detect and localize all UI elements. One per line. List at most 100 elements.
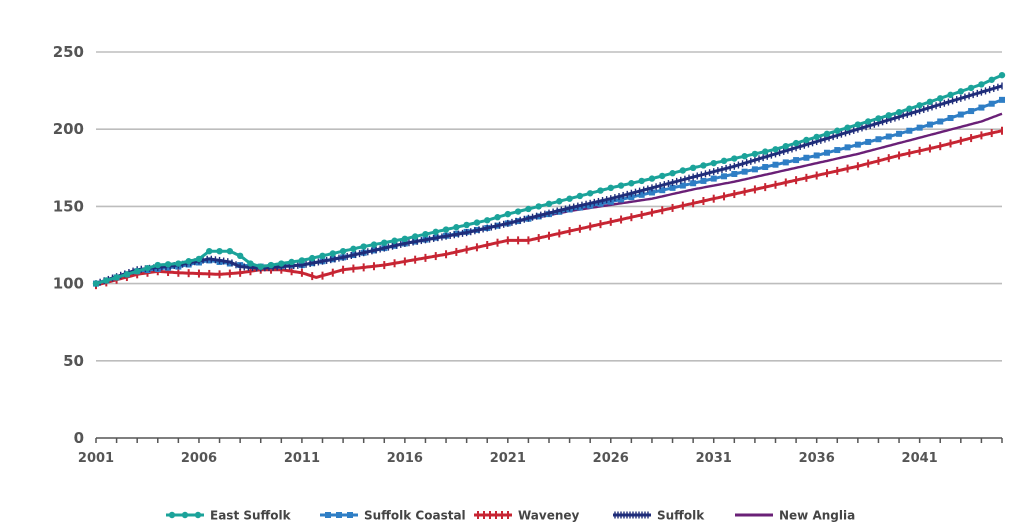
data-point (710, 175, 717, 182)
data-point (628, 180, 635, 187)
data-point (164, 261, 172, 268)
y-axis-labels: 0 50 100 150 200 250 (53, 43, 84, 447)
data-point (689, 164, 697, 171)
data-point (844, 144, 851, 151)
data-point (844, 124, 851, 131)
data-point (92, 280, 100, 287)
data-point (957, 111, 964, 118)
data-point (597, 200, 604, 207)
data-point (823, 149, 830, 156)
data-point (803, 154, 810, 161)
x-tick-label: 2026 (593, 451, 629, 466)
data-point (432, 228, 439, 236)
data-point (679, 167, 687, 174)
x-tick-label: 2011 (284, 451, 320, 466)
x-tick-label: 2006 (181, 451, 217, 466)
data-point (720, 157, 728, 165)
data-point (875, 115, 882, 122)
data-point (906, 127, 913, 134)
series-lines (92, 71, 1006, 290)
data-point (947, 91, 954, 99)
data-point (329, 250, 336, 257)
data-point (669, 170, 676, 177)
data-point (885, 133, 892, 140)
data-point (834, 127, 841, 134)
data-point (144, 264, 151, 272)
data-point (988, 76, 995, 83)
y-tick-label: 150 (53, 197, 84, 215)
data-point (206, 247, 213, 255)
data-point (731, 155, 738, 162)
data-point (813, 133, 820, 141)
data-point (659, 187, 666, 194)
data-point (782, 159, 789, 166)
data-point (957, 88, 965, 95)
data-point (123, 271, 131, 278)
data-point (937, 118, 944, 125)
data-point (504, 210, 512, 218)
data-point (113, 274, 120, 281)
data-point (648, 175, 656, 182)
data-point (854, 141, 861, 148)
data-point (916, 124, 923, 131)
data-point (206, 257, 213, 264)
y-tick-label: 200 (53, 120, 84, 138)
data-point (339, 247, 347, 255)
data-point (484, 217, 491, 224)
series-line (95, 84, 1003, 286)
x-tick-label: 2036 (799, 451, 835, 466)
legend: East Suffolk Suffolk Coastal Waveney Suffol… (166, 509, 855, 523)
data-point (793, 157, 800, 164)
data-point (288, 258, 295, 266)
data-point (772, 161, 779, 168)
data-point (350, 245, 357, 253)
data-point (648, 189, 655, 196)
data-point (566, 195, 573, 202)
data-point (864, 118, 872, 125)
data-point (916, 102, 923, 109)
data-point (875, 136, 882, 143)
data-point (401, 235, 409, 243)
data-point (926, 121, 933, 128)
data-point (679, 182, 686, 189)
series-waveney (95, 126, 1003, 290)
data-point (194, 511, 202, 519)
y-tick-label: 0 (74, 429, 84, 447)
data-point (185, 261, 192, 268)
data-point (576, 204, 583, 211)
data-point (690, 180, 697, 187)
data-point (895, 109, 903, 116)
data-point (751, 166, 758, 173)
legend-item: Suffolk (613, 509, 705, 523)
data-point (525, 205, 532, 213)
data-point (336, 512, 342, 518)
legend-label: Suffolk (657, 509, 705, 523)
data-point (772, 146, 779, 153)
data-point (442, 226, 450, 233)
legend-label: Suffolk Coastal (364, 509, 466, 523)
data-point (700, 177, 707, 184)
data-point (823, 130, 831, 138)
data-point (865, 138, 872, 145)
data-point (545, 200, 553, 208)
data-point (381, 239, 388, 246)
data-point (195, 255, 203, 263)
data-point (494, 214, 501, 221)
legend-item: New Anglia (735, 509, 855, 523)
data-point (607, 184, 614, 192)
data-point (762, 164, 769, 171)
data-point (937, 95, 944, 102)
data-point (618, 196, 625, 203)
legend-item: Waveney (474, 509, 580, 523)
data-point (998, 71, 1006, 79)
series-suffolk (95, 82, 1003, 288)
data-point (391, 237, 398, 244)
data-point (721, 173, 728, 180)
data-point (103, 277, 110, 284)
data-point (741, 168, 748, 175)
data-point (710, 159, 717, 167)
data-point (628, 194, 635, 201)
data-point (453, 224, 460, 231)
data-point (556, 198, 563, 205)
